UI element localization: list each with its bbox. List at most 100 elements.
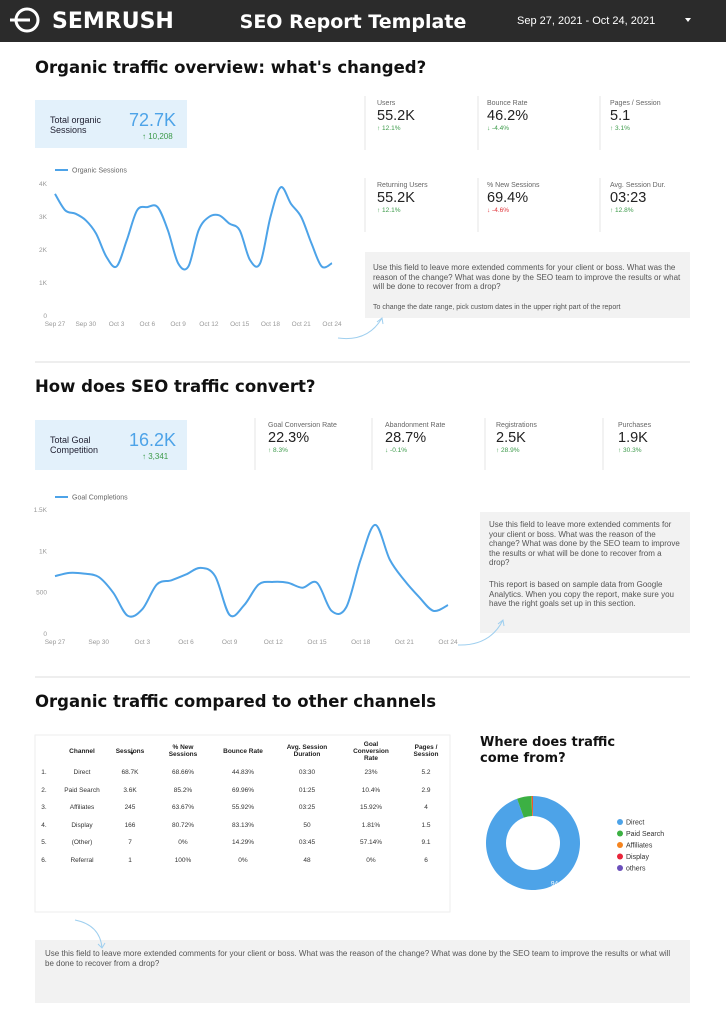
- table-cell: 03:30: [298, 769, 316, 776]
- table-cell: 2.9: [421, 786, 431, 794]
- metric-value: 1.9K: [618, 430, 648, 446]
- x-tick-label: Sep 30: [88, 639, 109, 646]
- table-cell: 85.2%: [173, 786, 193, 794]
- sort-arrow[interactable]: [130, 752, 134, 755]
- summary-label: Total organic Sessions: [50, 115, 102, 135]
- table-cell: 166: [124, 821, 136, 829]
- table-cell: 15.92%: [359, 804, 383, 812]
- metric-label: Registrations: [496, 422, 537, 429]
- x-tick-label: Sep 30: [75, 321, 96, 328]
- x-tick-label: Oct 6: [140, 321, 156, 328]
- table-header: Sessions: [115, 747, 145, 755]
- summary-box: [35, 100, 187, 148]
- table-cell: 14.29%: [231, 839, 255, 847]
- x-tick-label: Oct 24: [438, 639, 458, 646]
- table-cell: 5.2: [421, 769, 431, 776]
- x-tick-label: Oct 9: [222, 639, 238, 646]
- metric-change: ↑ 8.3%: [268, 447, 288, 454]
- legend-swatch: [617, 865, 623, 871]
- legend-swatch: [617, 819, 623, 825]
- legend-label: Affiliates: [626, 843, 653, 850]
- table-cell: 6: [424, 857, 428, 864]
- dropdown-arrow[interactable]: [685, 18, 691, 22]
- metric-label: Goal Conversion Rate: [268, 422, 337, 429]
- table-cell: 7: [128, 839, 132, 847]
- table-cell: Affiliates: [69, 804, 95, 812]
- legend-label: Direct: [626, 820, 644, 827]
- pie-slice: [485, 796, 580, 890]
- metric-separators: [254, 96, 604, 470]
- metric-label: Abandonment Rate: [385, 422, 446, 429]
- table-frame: [34, 734, 451, 913]
- date-range[interactable]: Sep 27, 2021 - Oct 24, 2021: [517, 15, 655, 27]
- table-cell: 55.92%: [231, 804, 255, 812]
- row-rank: 3.: [41, 804, 47, 812]
- table-cell: 01:25: [298, 786, 316, 794]
- comment-text: Use this field to leave more extended co…: [373, 263, 681, 291]
- logo-text: SEMRUSH: [52, 9, 174, 34]
- x-tick-label: Oct 24: [322, 321, 342, 328]
- y-tick-label: 2K: [39, 247, 48, 254]
- row-rank: 4.: [41, 821, 47, 829]
- table-header: Goal Conversion Rate: [353, 740, 389, 762]
- metric-change: ↑ 28.9%: [496, 447, 520, 454]
- y-tick-label: 3K: [39, 214, 48, 221]
- metric-label: Users: [377, 100, 396, 107]
- x-tick-label: Oct 15: [230, 321, 250, 328]
- metric-value: 2.5K: [496, 430, 526, 446]
- metric-change: ↓ -4.6%: [487, 207, 510, 214]
- metric-label: Avg. Session Dur.: [610, 182, 666, 189]
- metric-label: Returning Users: [377, 182, 428, 189]
- comment-box: [35, 940, 690, 1003]
- pie-slice: [532, 796, 533, 817]
- legend-label: Goal Completions: [72, 495, 128, 502]
- slice-label: 94.5%: [551, 880, 570, 887]
- table-cell: 57.14%: [359, 839, 383, 847]
- legend-label: Organic Sessions: [72, 168, 127, 175]
- line-series: [54, 186, 333, 271]
- y-tick-label: 1.5K: [34, 507, 48, 514]
- table-cell: 3.6K: [123, 786, 137, 794]
- table-cell: 03:45: [298, 839, 316, 847]
- hint-arrows: [74, 317, 505, 949]
- x-tick-label: Oct 21: [292, 321, 312, 328]
- legend-label: Paid Search: [626, 831, 664, 838]
- table-header: Channel: [69, 747, 95, 755]
- x-tick-label: Oct 15: [307, 639, 327, 646]
- metric-value: 69.4%: [487, 190, 529, 206]
- metric-value: 22.3%: [268, 430, 310, 446]
- row-rank: 6.: [41, 857, 47, 864]
- table-cell: Display: [71, 821, 93, 829]
- pie-title: Where does traffic come from?: [480, 735, 616, 766]
- table-cell: 63.67%: [171, 804, 195, 812]
- table-cell: 10.4%: [361, 786, 381, 794]
- table-header: Bounce Rate: [223, 747, 263, 755]
- table-header: Avg. Session Duration: [286, 744, 328, 758]
- x-tick-label: Oct 3: [109, 321, 125, 328]
- metric-label: Pages / Session: [610, 100, 661, 107]
- summary-change: ↑ 10,208: [142, 132, 173, 141]
- table-cell: 50: [303, 821, 311, 829]
- metric-change: ↑ 12.1%: [377, 207, 401, 214]
- table-cell: 9.1: [421, 839, 431, 847]
- x-tick-label: Oct 12: [199, 321, 219, 328]
- x-tick-label: Oct 6: [178, 639, 194, 646]
- summary-box: [35, 420, 187, 470]
- table-cell: (Other): [71, 839, 93, 847]
- table-cell: 68.66%: [171, 769, 195, 776]
- y-tick-label: 0: [43, 313, 47, 320]
- x-tick-label: Oct 12: [264, 639, 284, 646]
- summary-value: 72.7K: [129, 110, 177, 130]
- metric-change: ↑ 30.3%: [618, 447, 642, 454]
- section-title: Organic traffic compared to other channe…: [35, 692, 437, 711]
- summary-label: Total Goal Competition: [50, 435, 99, 455]
- metric-label: Purchases: [618, 422, 652, 429]
- table-cell: 0%: [238, 857, 248, 864]
- pie-slice: [531, 796, 533, 817]
- pie-slice: [517, 796, 533, 818]
- legend-swatch: [617, 842, 623, 848]
- table-cell: 48: [303, 857, 311, 864]
- comment-text: Use this field to leave more extended co…: [489, 520, 680, 567]
- line-series: [54, 523, 449, 618]
